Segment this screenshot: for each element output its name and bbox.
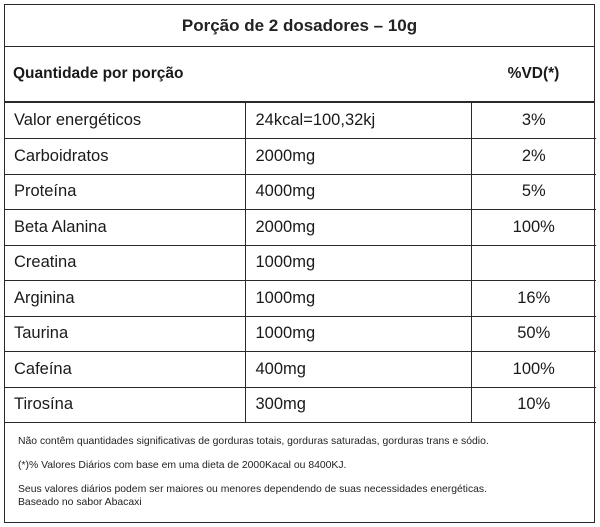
table-row: Cafeína 400mg 100% — [5, 351, 596, 388]
table-row: Beta Alanina 2000mg 100% — [5, 209, 596, 246]
nutrient-daily-value: 16% — [470, 280, 596, 317]
nutrient-name: Creatina — [5, 245, 245, 281]
footnote-daily-values: (*)% Valores Diários com base em uma die… — [18, 460, 347, 471]
nutrient-amount: 4000mg — [244, 174, 471, 210]
serving-size-title: Porção de 2 dosadores – 10g — [5, 5, 594, 47]
nutrient-daily-value: 100% — [470, 209, 596, 246]
table-row: Valor energéticos 24kcal=100,32kj 3% — [5, 103, 596, 139]
nutrient-daily-value: 100% — [470, 351, 596, 388]
table-header: Quantidade por porção %VD(*) — [5, 47, 594, 103]
nutrient-name: Arginina — [5, 280, 245, 317]
table-row: Proteína 4000mg 5% — [5, 174, 596, 210]
nutrient-amount: 300mg — [244, 387, 471, 423]
nutrient-amount: 24kcal=100,32kj — [244, 103, 471, 139]
footnote-flavor: Baseado no sabor Abacaxi — [18, 497, 142, 508]
nutrient-daily-value — [470, 245, 596, 281]
nutrient-amount: 2000mg — [244, 209, 471, 246]
nutrient-name: Valor energéticos — [5, 103, 245, 139]
table-row: Creatina 1000mg — [5, 245, 596, 281]
nutrient-daily-value: 2% — [470, 138, 596, 175]
nutrition-table: Valor energéticos 24kcal=100,32kj 3% Car… — [5, 103, 596, 423]
nutrient-daily-value: 5% — [470, 174, 596, 210]
nutrient-name: Proteína — [5, 174, 245, 210]
nutrient-name: Cafeína — [5, 351, 245, 388]
nutrient-name: Tirosína — [5, 387, 245, 423]
footnotes: Não contêm quantidades significativas de… — [18, 435, 588, 509]
nutrient-amount: 400mg — [244, 351, 471, 388]
nutrition-facts-panel: Porção de 2 dosadores – 10g Quantidade p… — [4, 4, 596, 523]
footnote-energy-needs: Seus valores diários podem ser maiores o… — [18, 484, 488, 495]
daily-value-header: %VD(*) — [507, 65, 560, 82]
table-row: Tirosína 300mg 10% — [5, 387, 596, 423]
nutrient-daily-value: 50% — [470, 316, 596, 352]
nutrient-amount: 1000mg — [244, 316, 471, 352]
nutrient-amount: 2000mg — [244, 138, 471, 175]
nutrient-name: Beta Alanina — [5, 209, 245, 246]
table-row: Taurina 1000mg 50% — [5, 316, 596, 352]
table-row: Arginina 1000mg 16% — [5, 280, 596, 317]
nutrient-amount: 1000mg — [244, 280, 471, 317]
nutrient-daily-value: 3% — [470, 103, 596, 139]
nutrient-daily-value: 10% — [470, 387, 596, 423]
nutrient-name: Carboidratos — [5, 138, 245, 175]
nutrient-name: Taurina — [5, 316, 245, 352]
table-row: Carboidratos 2000mg 2% — [5, 138, 596, 175]
footnote-not-significant: Não contêm quantidades significativas de… — [18, 436, 489, 447]
nutrient-amount: 1000mg — [244, 245, 471, 281]
quantity-per-serving-header: Quantidade por porção — [13, 65, 184, 82]
